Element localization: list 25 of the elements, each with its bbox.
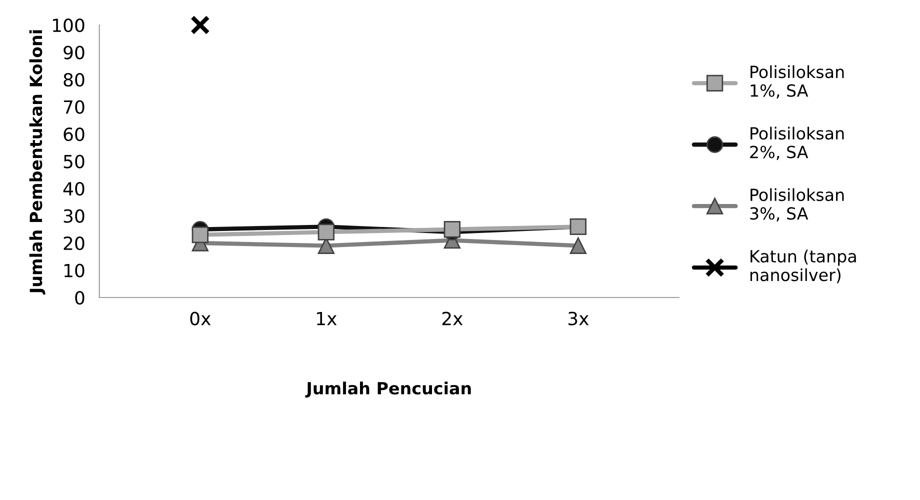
y-tick-label: 100: [52, 18, 84, 32]
x-tick-label: 1x: [317, 312, 337, 326]
legend-label: Polisiloksan 1%, SA: [750, 65, 844, 99]
y-tick-label: 20: [64, 236, 84, 250]
point: [570, 237, 586, 254]
y-tick-label: 90: [64, 46, 84, 60]
y-tick-label: 50: [64, 154, 84, 168]
y-tick-label: 70: [64, 100, 84, 114]
y-tick-label: 10: [64, 264, 84, 278]
legend-label: Katun (tanpa nanosilver): [750, 250, 856, 284]
point: [318, 224, 334, 240]
y-tick-label: 60: [64, 127, 84, 142]
legend-label: Polisiloksan 3%, SA: [750, 188, 844, 222]
x-tick-label: 3x: [568, 312, 589, 326]
y-tick-label: 40: [63, 182, 84, 196]
legend-label: Polisiloksan 2%, SA: [750, 126, 844, 160]
x-tick-label: 2x: [442, 312, 463, 326]
point: [190, 15, 210, 35]
y-axis-title: Jumlah Pembentukan Koloni: [29, 30, 46, 295]
x-tick-label: 0x: [190, 312, 211, 326]
y-tick-label: 0: [75, 290, 84, 305]
y-tick-label: 30: [64, 209, 84, 223]
x-axis-title: Jumlah Pencucian: [305, 382, 471, 398]
y-tick-label: 80: [64, 72, 84, 87]
point: [192, 226, 208, 244]
